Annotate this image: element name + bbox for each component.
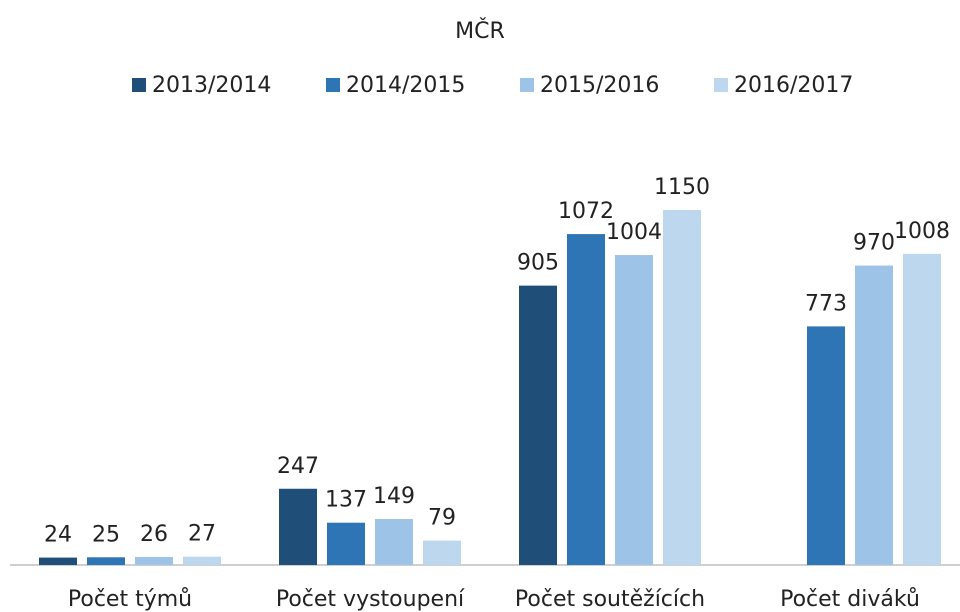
bar	[807, 326, 845, 565]
bar	[663, 210, 701, 565]
data-label: 247	[277, 454, 319, 479]
bar	[87, 557, 125, 565]
x-tick-label: Počet diváků	[780, 587, 920, 612]
bar	[39, 557, 77, 565]
data-label: 27	[188, 522, 216, 547]
data-label: 79	[428, 506, 456, 531]
x-tick-label: Počet vystoupení	[276, 587, 465, 612]
data-label: 1072	[558, 199, 614, 224]
bar	[183, 556, 221, 565]
legend-swatch	[326, 78, 340, 92]
data-label: 149	[373, 484, 415, 509]
bar	[855, 265, 893, 565]
legend-swatch	[520, 78, 534, 92]
bar	[375, 519, 413, 565]
data-label: 1008	[894, 219, 950, 244]
legend-label: 2015/2016	[540, 73, 659, 98]
bar	[615, 255, 653, 565]
data-label: 1150	[654, 175, 710, 200]
bar	[279, 488, 317, 565]
legend-label: 2013/2014	[152, 73, 271, 98]
bar	[327, 522, 365, 565]
data-label: 773	[805, 291, 847, 316]
data-label: 970	[853, 231, 895, 256]
legend-swatch	[714, 78, 728, 92]
legend-swatch	[132, 78, 146, 92]
legend-label: 2014/2015	[346, 73, 465, 98]
x-tick-label: Počet soutěžících	[515, 587, 705, 612]
bar	[423, 540, 461, 565]
bar	[903, 253, 941, 565]
data-label: 24	[44, 523, 72, 548]
bar	[567, 234, 605, 566]
bar	[519, 285, 557, 565]
data-label: 25	[92, 522, 120, 547]
data-label: 26	[140, 522, 168, 547]
chart-title: MČR	[455, 18, 505, 44]
legend-label: 2016/2017	[734, 73, 853, 98]
x-tick-label: Počet týmů	[68, 587, 192, 612]
data-label: 137	[325, 488, 367, 513]
data-label: 1004	[606, 220, 662, 245]
bar	[135, 556, 173, 565]
data-label: 905	[517, 251, 559, 276]
